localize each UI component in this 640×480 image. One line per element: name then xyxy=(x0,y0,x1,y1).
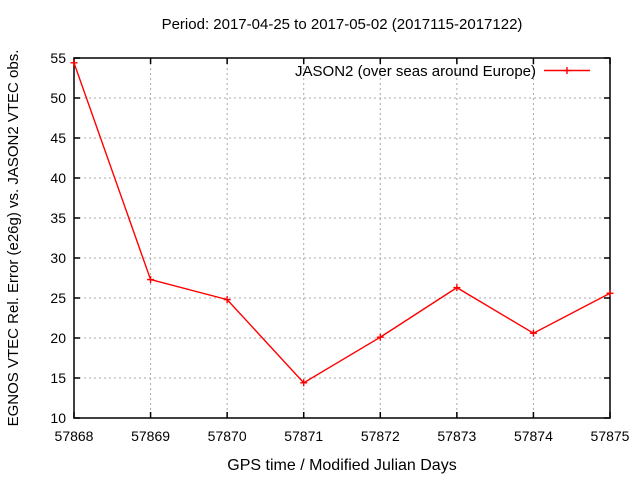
y-axis-label: EGNOS VTEC Rel. Error (e26g) vs. JASON2 … xyxy=(5,50,22,427)
y-tick-label: 15 xyxy=(50,370,66,386)
y-tick-label: 25 xyxy=(50,290,66,306)
x-tick-label: 57871 xyxy=(284,428,323,444)
y-tick-label: 55 xyxy=(50,50,66,66)
data-point-marker xyxy=(147,276,155,284)
chart-title: Period: 2017-04-25 to 2017-05-02 (201711… xyxy=(162,16,523,33)
data-point-marker xyxy=(453,284,461,292)
series-line xyxy=(73,62,611,384)
y-tick-label: 40 xyxy=(50,170,66,186)
y-tick-label: 35 xyxy=(50,210,66,226)
x-tick-label: 57874 xyxy=(514,428,553,444)
x-tick-label: 57868 xyxy=(55,428,94,444)
x-tick-label: 57872 xyxy=(361,428,400,444)
x-tick-label: 57873 xyxy=(437,428,476,444)
x-tick-label: 57875 xyxy=(591,428,630,444)
y-tick-label: 20 xyxy=(50,330,66,346)
legend-line-sample xyxy=(544,67,590,74)
plot-border xyxy=(73,57,611,419)
plot-area: 57868 57869 57870 57871 57872 57873 57874 57875… xyxy=(50,50,629,444)
legend: JASON2 (over seas around Europe) xyxy=(295,63,590,80)
data-point-marker xyxy=(606,289,614,297)
data-point-marker xyxy=(529,329,537,337)
data-point-marker xyxy=(70,59,78,67)
y-tick-label: 10 xyxy=(50,410,66,426)
x-tick-label: 57869 xyxy=(131,428,170,444)
y-tick-label: 30 xyxy=(50,250,66,266)
y-tick-label: 50 xyxy=(50,90,66,106)
data-point-marker xyxy=(376,333,384,341)
data-point-marker xyxy=(223,296,231,304)
y-tick-label: 45 xyxy=(50,130,66,146)
x-tick-label: 57870 xyxy=(208,428,247,444)
data-point-marker xyxy=(300,379,308,387)
x-axis-label: GPS time / Modified Julian Days xyxy=(227,457,456,474)
legend-label: JASON2 (over seas around Europe) xyxy=(295,63,536,80)
